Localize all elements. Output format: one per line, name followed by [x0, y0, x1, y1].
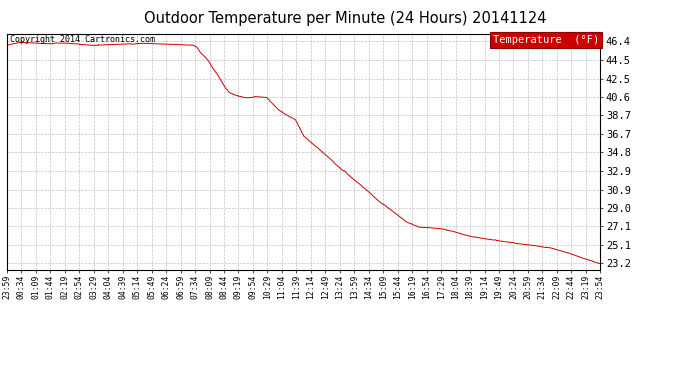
- Text: Outdoor Temperature per Minute (24 Hours) 20141124: Outdoor Temperature per Minute (24 Hours…: [144, 11, 546, 26]
- Text: Temperature  (°F): Temperature (°F): [493, 35, 599, 45]
- Text: Copyright 2014 Cartronics.com: Copyright 2014 Cartronics.com: [10, 35, 155, 44]
